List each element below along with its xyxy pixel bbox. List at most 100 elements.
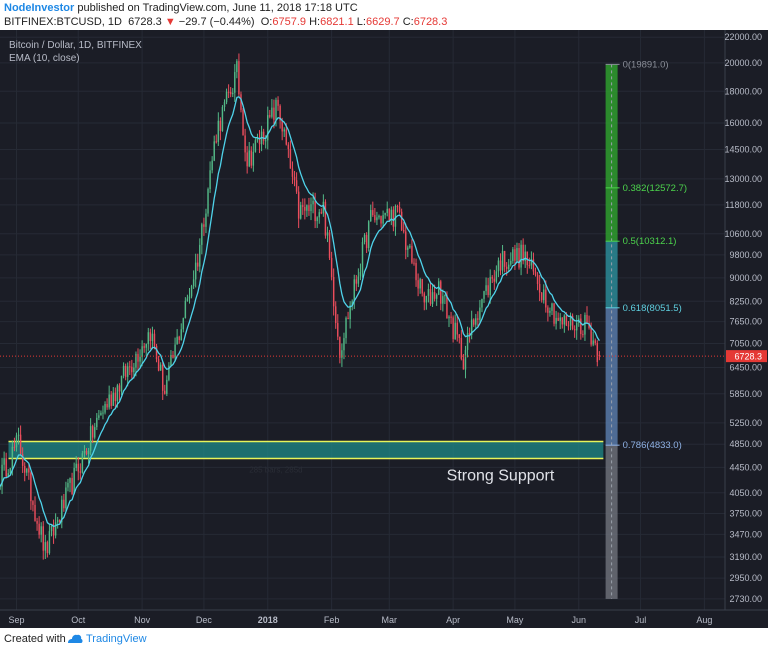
- candle-body: [510, 260, 512, 265]
- y-tick-label: 4450.00: [729, 462, 762, 472]
- chart-header: NodeInvestor published on TradingView.co…: [0, 0, 768, 30]
- change-down-icon: ▼: [164, 16, 176, 28]
- candle-body: [427, 289, 430, 296]
- candle-body: [584, 315, 586, 335]
- x-tick-label: May: [506, 615, 524, 625]
- candle-body: [598, 354, 601, 357]
- candle-body: [508, 264, 510, 269]
- tradingview-brand-link[interactable]: TradingView: [86, 633, 147, 645]
- close-label: C:: [402, 16, 414, 28]
- y-tick-label: 5850.00: [729, 389, 762, 399]
- candle-body: [96, 417, 98, 428]
- y-tick-label: 18000.00: [724, 86, 762, 96]
- candle-body: [201, 224, 203, 245]
- candle-body: [528, 265, 531, 267]
- candle-body: [330, 257, 333, 278]
- candle-body: [367, 221, 370, 249]
- candle-body: [543, 289, 545, 301]
- candle-body: [555, 317, 557, 324]
- candle-body: [40, 526, 42, 535]
- candle-body: [322, 201, 325, 214]
- candle-body: [15, 435, 18, 448]
- chart-legend-title: Bitcoin / Dollar, 1D, BITFINEX: [9, 40, 142, 51]
- candle-body: [19, 434, 22, 455]
- x-tick-label: Jun: [572, 615, 587, 625]
- candle-body: [415, 263, 417, 281]
- candle-body: [59, 519, 61, 523]
- candle-body: [378, 215, 380, 218]
- candle-body: [87, 450, 90, 455]
- y-tick-label: 6450.00: [729, 363, 762, 373]
- candle-body: [61, 499, 63, 523]
- candle-body: [145, 344, 147, 348]
- candle-body: [174, 344, 176, 358]
- author-name[interactable]: NodeInvestor: [4, 2, 75, 14]
- candle-body: [91, 426, 94, 438]
- candle-body: [448, 316, 450, 319]
- chart-background: [0, 30, 768, 628]
- candle-body: [573, 329, 576, 331]
- candle-body: [343, 338, 345, 351]
- candle-body: [207, 189, 209, 214]
- price-axis-labels: 2730.00 2950.00 3190.00 3470.00 3750.00 4050.…: [724, 32, 762, 604]
- candle-body: [489, 277, 491, 296]
- candle-body: [302, 205, 304, 207]
- fib-level-label: 0(19891.0): [623, 59, 669, 70]
- support-zone-fill: [8, 441, 604, 459]
- candle-body: [217, 120, 220, 142]
- candle-body: [238, 61, 240, 95]
- publish-line: NodeInvestor published on TradingView.co…: [4, 2, 358, 14]
- candle-body: [503, 250, 506, 267]
- candle-body: [559, 317, 561, 321]
- candle-body: [98, 415, 100, 418]
- candle-body: [126, 366, 129, 377]
- candle-body: [398, 207, 401, 212]
- candle-body: [314, 200, 316, 222]
- candle-body: [170, 355, 172, 366]
- candle-body: [540, 292, 543, 301]
- candle-body: [466, 333, 469, 350]
- candle-body: [161, 364, 164, 391]
- candle-body: [159, 364, 162, 371]
- candle-body: [157, 359, 160, 371]
- candle-body: [23, 465, 26, 473]
- candle-body: [273, 107, 275, 120]
- candle-body: [530, 259, 533, 266]
- candle-body: [172, 355, 174, 358]
- candle-body: [21, 454, 24, 466]
- candle-body: [355, 279, 358, 284]
- x-tick-label: Oct: [71, 615, 86, 625]
- candle-body: [316, 217, 318, 222]
- candle-body: [462, 358, 465, 370]
- candle-body: [65, 487, 67, 509]
- candle-body: [538, 283, 541, 293]
- candle-body: [374, 215, 376, 221]
- price-chart[interactable]: 285 bars, 285d Strong Support 0(19891.0)0…: [0, 30, 768, 628]
- candle-body: [341, 350, 343, 358]
- candle-body: [264, 140, 267, 142]
- grid-lines: [0, 30, 725, 610]
- candle-body: [199, 244, 201, 267]
- candle-body: [137, 353, 139, 362]
- candle-body: [454, 322, 456, 339]
- candle-body: [547, 307, 549, 313]
- candle-body: [69, 478, 71, 483]
- time-axis[interactable]: [0, 610, 768, 628]
- candle-body: [63, 499, 65, 509]
- candle-body: [435, 294, 438, 299]
- candle-body: [190, 286, 193, 297]
- candle-body: [304, 206, 306, 211]
- candle-body: [262, 131, 265, 141]
- candle-body: [85, 450, 88, 455]
- x-tick-label: Sep: [8, 615, 24, 625]
- price-axis[interactable]: [725, 30, 768, 628]
- candle-body: [324, 201, 327, 236]
- candle-body: [100, 412, 102, 416]
- candle-body: [52, 525, 55, 536]
- candle-body: [246, 152, 248, 167]
- candle-body: [38, 523, 40, 535]
- candle-body: [164, 390, 166, 394]
- candle-body: [479, 307, 481, 320]
- y-tick-label: 20000.00: [724, 58, 762, 68]
- candle-body: [396, 205, 399, 208]
